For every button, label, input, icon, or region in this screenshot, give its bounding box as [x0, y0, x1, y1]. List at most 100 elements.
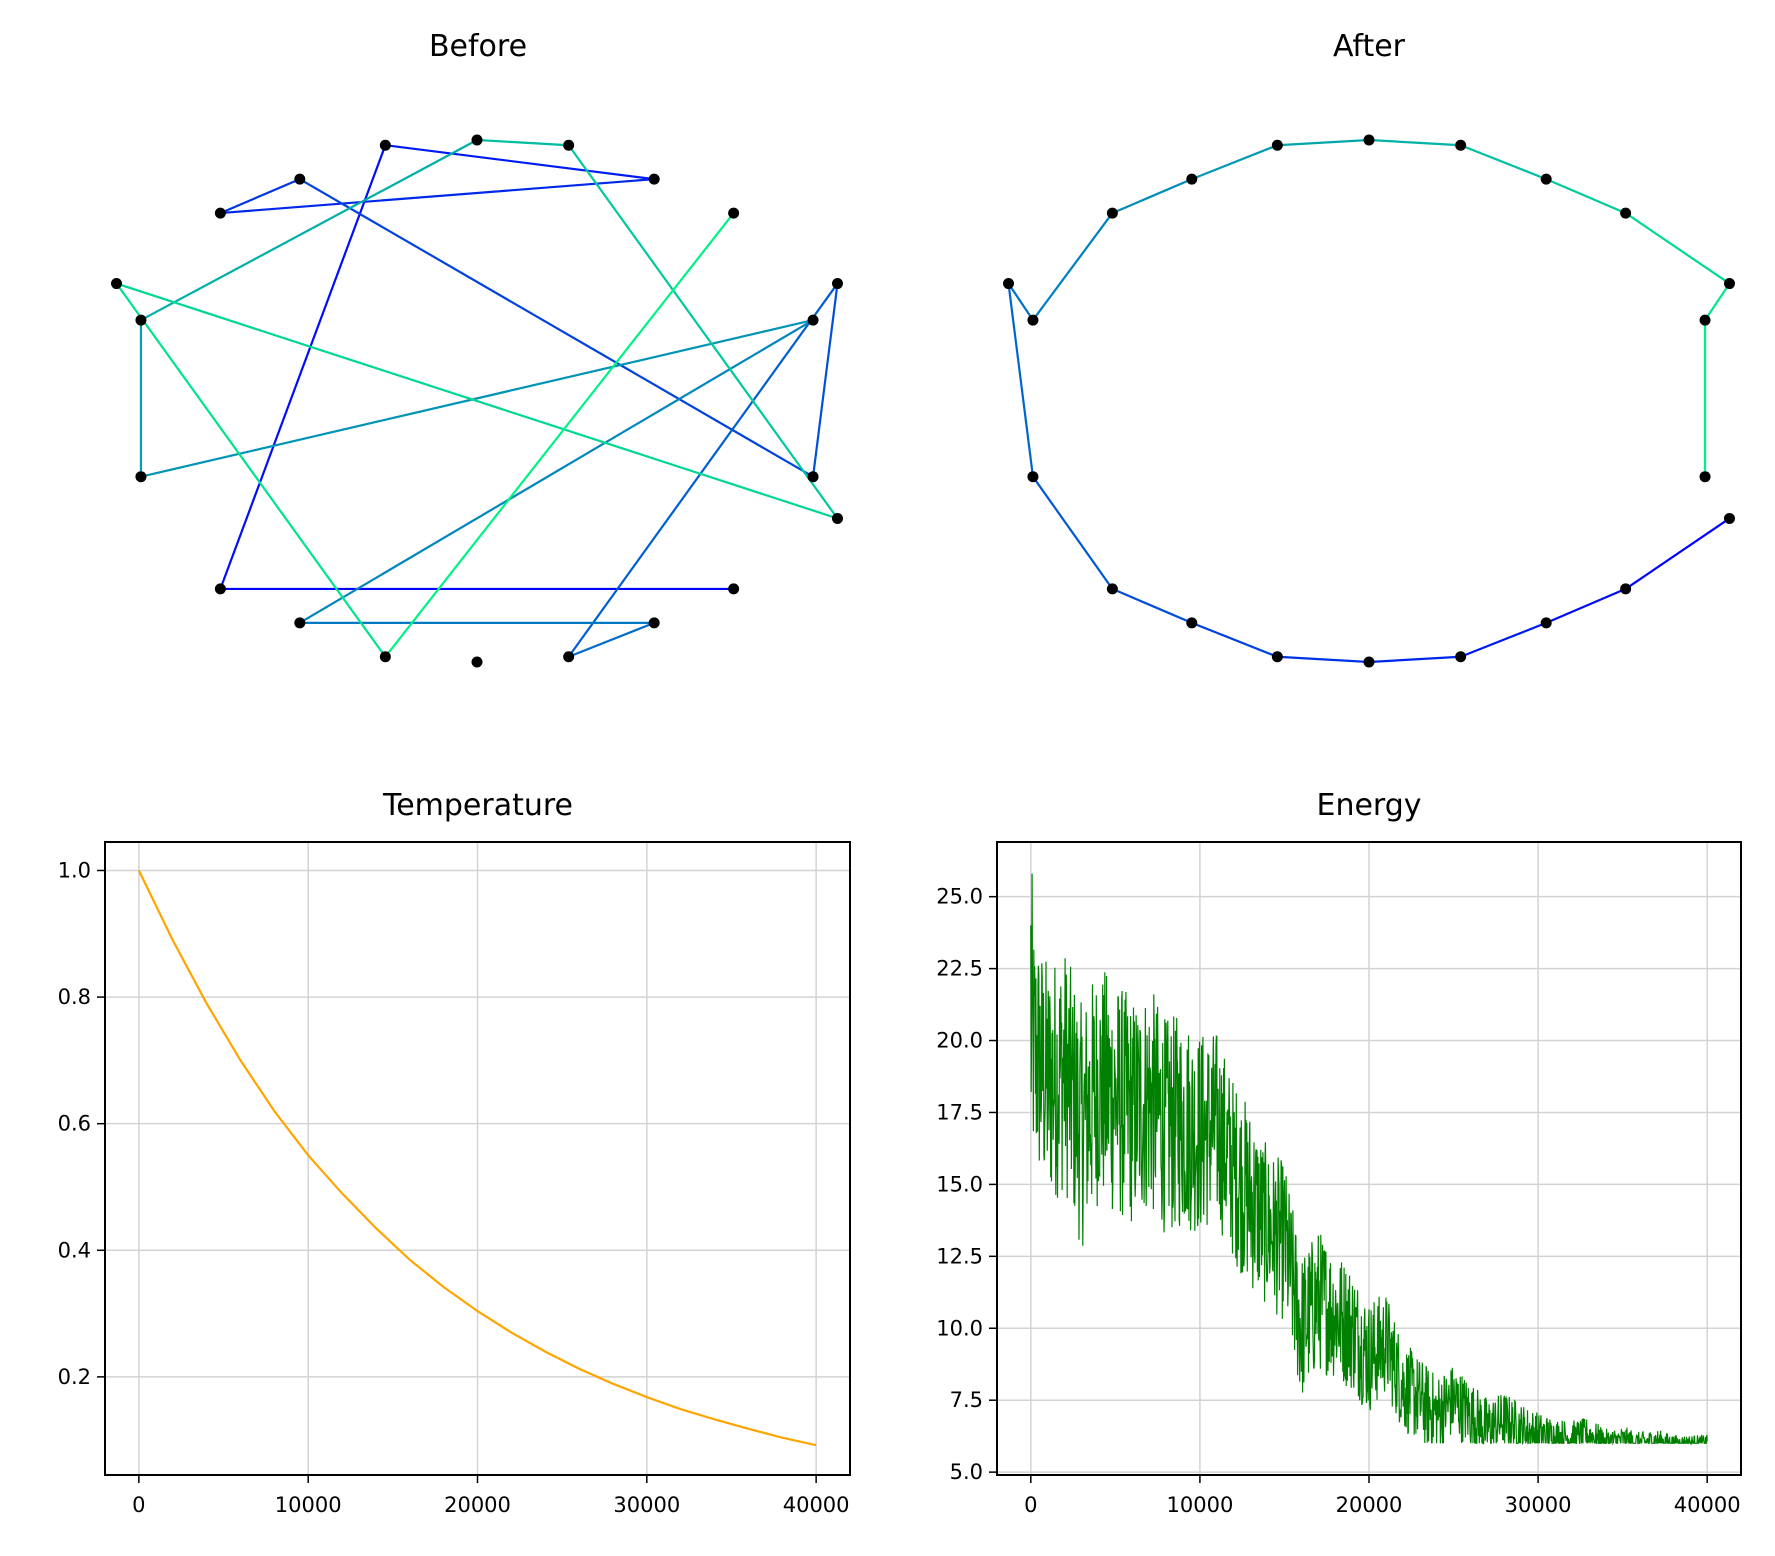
before-node	[135, 471, 147, 483]
before-node	[563, 139, 575, 151]
after-node	[1699, 471, 1711, 483]
before-edge	[219, 178, 301, 215]
before-edge	[384, 212, 735, 658]
after-edge	[1460, 621, 1547, 658]
after-edge	[1625, 212, 1731, 285]
energy-xtick-label: 20000	[1336, 1493, 1403, 1517]
before-node	[648, 173, 660, 185]
after-edge	[1277, 655, 1370, 664]
after-node	[1003, 278, 1015, 290]
after-panel: After	[1003, 29, 1735, 668]
energy-xtick-label: 10000	[1167, 1493, 1234, 1517]
after-node	[1363, 656, 1375, 668]
before-edge	[116, 282, 838, 520]
temperature-xtick-label: 40000	[783, 1493, 850, 1517]
energy-panel: Energy 0 10000 20000 30000 40000 5.0 7.5 10.0 12…	[936, 788, 1742, 1517]
temperature-xtick-label: 20000	[444, 1493, 511, 1517]
after-node	[1027, 314, 1039, 326]
after-edge	[1111, 587, 1193, 624]
temperature-title: Temperature	[382, 788, 573, 823]
before-edge	[115, 282, 387, 658]
after-edge	[1460, 144, 1547, 181]
temperature-xtick-label: 10000	[275, 1493, 342, 1517]
after-node	[1186, 617, 1198, 629]
after-edge	[1007, 282, 1034, 321]
after-edge	[1368, 138, 1461, 147]
before-title: Before	[429, 29, 527, 64]
temperature-series-line	[137, 870, 817, 1447]
before-node	[471, 656, 483, 668]
after-node	[1540, 617, 1552, 629]
after-edge	[1368, 655, 1461, 664]
before-node	[471, 134, 483, 146]
after-edge	[1032, 476, 1114, 590]
before-edge	[299, 319, 814, 624]
before-edges	[115, 138, 839, 658]
after-node	[1271, 139, 1283, 151]
after-node	[1271, 651, 1283, 663]
before-node	[728, 207, 740, 219]
after-edge	[1032, 212, 1114, 321]
after-node	[1540, 173, 1552, 185]
energy-ytick-label: 20.0	[936, 1029, 983, 1053]
energy-ytick-label: 22.5	[936, 957, 983, 981]
after-edge	[1111, 178, 1193, 215]
temperature-ytick-label: 0.2	[58, 1365, 91, 1389]
after-title: After	[1333, 29, 1406, 64]
energy-ytick-label: 12.5	[936, 1244, 983, 1268]
energy-ytick-label: 7.5	[950, 1388, 983, 1412]
before-edge	[567, 282, 839, 658]
after-node	[1620, 583, 1632, 595]
energy-ytick-label: 17.5	[936, 1100, 983, 1124]
energy-ticks: 0 10000 20000 30000 40000 5.0 7.5 10.0 12.5 15.0 1…	[936, 885, 1740, 1517]
temperature-ytick-label: 0.6	[58, 1112, 91, 1136]
after-node	[1363, 134, 1375, 146]
after-node	[1106, 583, 1118, 595]
energy-xtick-label: 30000	[1505, 1493, 1572, 1517]
before-panel: Before	[111, 29, 843, 668]
energy-ytick-label: 15.0	[936, 1172, 983, 1196]
before-node	[563, 651, 575, 663]
after-nodes	[1003, 134, 1735, 668]
temperature-ytick-label: 1.0	[58, 858, 91, 882]
energy-xtick-label: 40000	[1674, 1493, 1741, 1517]
after-edge	[1625, 517, 1731, 590]
temperature-ytick-label: 0.8	[58, 985, 91, 1009]
before-node	[294, 173, 306, 185]
before-edge	[220, 178, 655, 215]
temperature-panel: Temperature 0 10000 20000 30000 400000.20.40…	[58, 788, 851, 1517]
after-node	[1455, 651, 1467, 663]
before-node	[648, 617, 660, 629]
after-node	[1186, 173, 1198, 185]
energy-series-line	[1030, 873, 1708, 1446]
before-node	[807, 314, 819, 326]
after-node	[1455, 139, 1467, 151]
after-node	[1699, 314, 1711, 326]
after-node	[1027, 471, 1039, 483]
after-edge	[1191, 621, 1278, 658]
after-edge	[1191, 144, 1278, 181]
after-edge	[1545, 587, 1627, 624]
after-edge	[1704, 282, 1731, 321]
before-node	[831, 512, 843, 524]
before-node	[135, 314, 147, 326]
after-edges	[1007, 138, 1731, 664]
before-edge	[568, 621, 655, 658]
temperature-xtick-label: 30000	[613, 1493, 680, 1517]
energy-ytick-label: 10.0	[936, 1316, 983, 1340]
energy-title: Energy	[1316, 788, 1421, 823]
before-node	[728, 583, 740, 595]
temperature-ytick-label: 0.4	[58, 1238, 91, 1262]
before-edge	[811, 283, 839, 477]
energy-ytick-label: 25.0	[936, 885, 983, 909]
before-node	[214, 207, 226, 219]
before-edge	[476, 138, 569, 147]
after-node	[1723, 512, 1735, 524]
before-edge	[567, 144, 839, 520]
before-node	[379, 139, 391, 151]
after-edge	[1277, 138, 1370, 147]
before-edge	[299, 178, 814, 478]
temperature-ticks: 0 10000 20000 30000 40000 0.2 0.4 0.6 0.8 1.0	[58, 858, 850, 1517]
after-node	[1723, 278, 1735, 290]
